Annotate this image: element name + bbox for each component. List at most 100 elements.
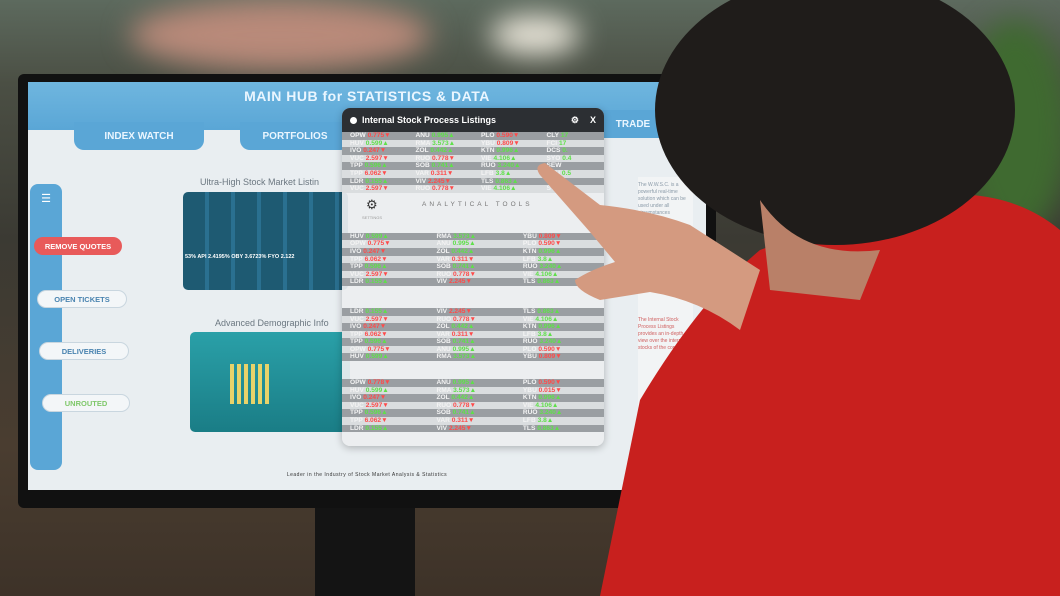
stock-symbol: VIE — [522, 315, 534, 323]
stock-symbol: LFB — [522, 255, 536, 263]
stock-value: 0.775 — [367, 240, 385, 248]
sidebar[interactable]: ☰ — [30, 184, 62, 470]
stock-symbol: SOB — [415, 162, 430, 170]
stock-quote: ANU 0.995▲ — [428, 379, 514, 387]
table-row[interactable]: HUV 0.599▲ RMA 3.573▲ YBU 0.809▼ — [342, 353, 604, 362]
table-row[interactable]: IVO 0.247▼ ZOL 0.442▲ KTN 0.996▲ — [342, 394, 604, 402]
ticker-strip: 53% API 2.4195% OBY 3.6723% FYO 2.122 — [185, 254, 295, 260]
stock-symbol: VIV — [415, 177, 427, 185]
stock-symbol: OPW — [350, 379, 366, 387]
stock-symbol: IVO — [350, 394, 362, 402]
table-row[interactable]: OPW 0.775▼ ANU 0.995▲ PLO 0.590▼ — [342, 345, 604, 354]
stock-quote: ANU 0.995▲ — [428, 346, 514, 354]
stock-quote: VIE 4.106▲ — [515, 316, 601, 324]
table-row[interactable]: TPP 6.062▼ VAR 0.311▼ LFB 3.8▲ — [342, 255, 604, 264]
menu-icon[interactable]: ☰ — [41, 193, 51, 205]
stock-quote: TPP 6.062▼ — [342, 331, 428, 339]
table-row[interactable]: VUC 2.597▼ RUO 0.778▼ VIE 4.106▲ — [342, 270, 604, 279]
stock-quote: LDR 0.155▲ — [342, 178, 408, 186]
stock-symbol: ZOL — [436, 323, 450, 331]
stock-value: 0.995 — [431, 132, 449, 139]
arrow-up-icon: ▲ — [467, 394, 475, 402]
stock-symbol: KTN — [522, 323, 537, 331]
table-row[interactable]: LDR 0.155▲ VIV 2.245▼ TLS 0.863▲ — [342, 424, 604, 433]
table-row[interactable]: VUC 2.597▼ RUO 0.778▼ VIE 4.106▲ — [342, 401, 604, 410]
stock-quote: VAR 0.311▼ — [428, 331, 514, 339]
stock-value: 0.311 — [451, 255, 468, 263]
table-row[interactable]: TPP 6.062▼ VAR 0.311▼ LFB 3.8▲ — [342, 417, 604, 425]
stock-value: 0.995 — [452, 345, 470, 353]
stock-quote: LDR 0.155▲ — [342, 308, 428, 316]
table-row[interactable]: LDR 0.155▲ VIV 2.245▼ TLS 0.863▲ — [342, 307, 604, 316]
demographic-chart-thumbnail[interactable] — [190, 332, 350, 432]
stock-value: 4.106 — [535, 315, 552, 323]
arrow-down-icon: ▼ — [554, 240, 562, 248]
stock-symbol: RUO — [436, 401, 452, 409]
stock-ticker-thumbnail[interactable]: 53% API 2.4195% OBY 3.6723% FYO 2.122 — [183, 192, 348, 290]
open-tickets-button[interactable]: OPEN TICKETS — [37, 290, 127, 308]
table-row[interactable]: HUV 0.599▲ RMA 3.573▲ YBU 0.015▼ — [342, 386, 604, 395]
stock-symbol: RUO — [522, 263, 538, 271]
table-row[interactable]: OPW 0.775▼ ANU 0.995▲ PLO 0.590▼ CLY 17 — [342, 132, 604, 140]
stock-symbol: VAR — [436, 417, 450, 425]
close-button[interactable]: X — [589, 115, 596, 125]
stock-symbol: YBU — [522, 232, 537, 240]
table-row[interactable]: TPP 0.596▲ SOB 0.741▲ RUO 3.240▲ SEW — [342, 162, 604, 170]
tab-index-watch[interactable]: INDEX WATCH — [74, 122, 204, 150]
stock-quote: IVO 0.247▼ — [342, 323, 428, 331]
stock-value: 0.247 — [363, 147, 380, 155]
table-row[interactable]: IVO 0.247▼ ZOL 0.442▲ KTN 0.996▲ DCS 0. — [342, 147, 604, 155]
table-row[interactable]: TPP 6.062▼ VAR 0.311▼ LFB 3.8▲ — [342, 330, 604, 339]
table-row[interactable]: VUC 2.597▼RUO 0.778▼VIE 4.106▲SYO 0.4 — [342, 154, 604, 163]
stock-value: 0.247 — [363, 247, 380, 255]
arrow-up-icon: ▲ — [546, 330, 554, 338]
stock-quote: RMA 3.573▲ — [428, 387, 514, 395]
stock-quote: TLS 0.863▲ — [473, 178, 539, 186]
stock-value: 2.245 — [448, 307, 466, 315]
table-row[interactable]: HUV 0.599▲ RMA 3.573▲ YBU 0.809▼ FCI 17 — [342, 139, 604, 148]
arrow-up-icon: ▲ — [469, 379, 476, 387]
remove-quotes-button[interactable]: REMOVE QUOTES — [34, 237, 122, 255]
stock-symbol: SOB — [436, 338, 451, 346]
stock-symbol: RUO — [436, 270, 452, 278]
table-row[interactable]: TPP 0.596▲ SOB 0.741▲ RUO 3.240▲ — [342, 409, 604, 418]
tab-portfolios[interactable]: PORTFOLIOS — [240, 122, 350, 150]
stock-quote: KTN 0.996▲ — [515, 323, 601, 331]
stock-symbol: VIE — [481, 185, 492, 193]
stock-symbol: RUO — [481, 162, 496, 170]
arrow-down-icon: ▼ — [555, 386, 562, 394]
table-row[interactable]: LDR 0.155▲ VIV 2.245▼ TLS 0.863▲ — [342, 278, 604, 286]
gear-icon[interactable]: ⚙ — [570, 114, 579, 125]
arrow-up-icon: ▲ — [381, 177, 389, 185]
stock-symbol: VIE — [522, 401, 534, 409]
table-row[interactable]: TPP 0.596▲ SOB 0.741▲ RUO 3.240▲ — [342, 263, 604, 271]
settings-gear-icon[interactable]: ⚙ — [366, 196, 378, 212]
stock-symbol: IVO — [350, 147, 362, 155]
stock-value: 0.155 — [365, 307, 382, 315]
arrow-down-icon: ▼ — [382, 270, 389, 278]
table-row[interactable]: OPW 0.778▼ ANU 0.995▲ PLO 0.590▼ — [342, 379, 604, 387]
stock-value: 3.573 — [453, 353, 470, 361]
deliveries-button[interactable]: DELIVERIES — [39, 342, 129, 360]
stock-value: 0.599 — [365, 232, 383, 240]
table-row[interactable]: HUV 0.599▲ RMA 3.573▲ YBU 0.809▼ — [342, 232, 604, 241]
table-row[interactable]: OPW 0.775▼ ANU 0.995▲ PLO 0.590▼ — [342, 240, 604, 248]
table-row[interactable]: IVO 0.247▼ ZOL 0.442▲ KTN 0.996▲ — [342, 247, 604, 256]
stock-value: 2.597 — [365, 315, 383, 323]
arrow-down-icon: ▼ — [469, 270, 476, 278]
stock-symbol: ANU — [436, 345, 451, 353]
stock-quote: HUV 0.599▲ — [342, 233, 428, 241]
arrow-down-icon: ▼ — [512, 132, 520, 139]
stock-value: 0.995 — [452, 240, 470, 248]
arrow-down-icon: ▼ — [382, 154, 389, 162]
stock-symbol: KTN — [522, 394, 537, 402]
stock-symbol: TPP — [350, 409, 363, 417]
table-row[interactable]: IVO 0.247▼ ZOL 0.442▲ KTN 0.996▲ — [342, 323, 604, 331]
stock-quote: YBU 0.809▼ — [515, 233, 601, 241]
arrow-down-icon: ▼ — [469, 315, 476, 323]
stock-quote: TLS 0.863▲ — [515, 278, 601, 286]
table-row[interactable]: TPP 0.596▲ SOB 0.741▲ RUO 3.240▲ — [342, 338, 604, 346]
table-row[interactable]: VUC 2.597▼ RUO 0.778▼ VIE 4.106▲ — [342, 315, 604, 324]
unrouted-button[interactable]: UNROUTED — [42, 394, 130, 412]
stock-value: 0.442 — [451, 323, 468, 331]
